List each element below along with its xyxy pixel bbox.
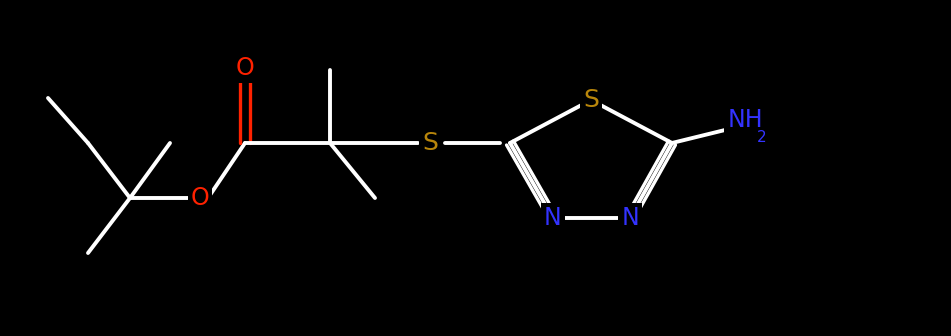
Text: S: S [583, 88, 599, 112]
Text: NH: NH [728, 108, 763, 132]
Text: 2: 2 [757, 129, 767, 144]
Text: N: N [621, 206, 639, 230]
Text: O: O [190, 186, 209, 210]
Text: S: S [422, 131, 438, 155]
Text: N: N [544, 206, 562, 230]
Text: O: O [236, 56, 254, 80]
